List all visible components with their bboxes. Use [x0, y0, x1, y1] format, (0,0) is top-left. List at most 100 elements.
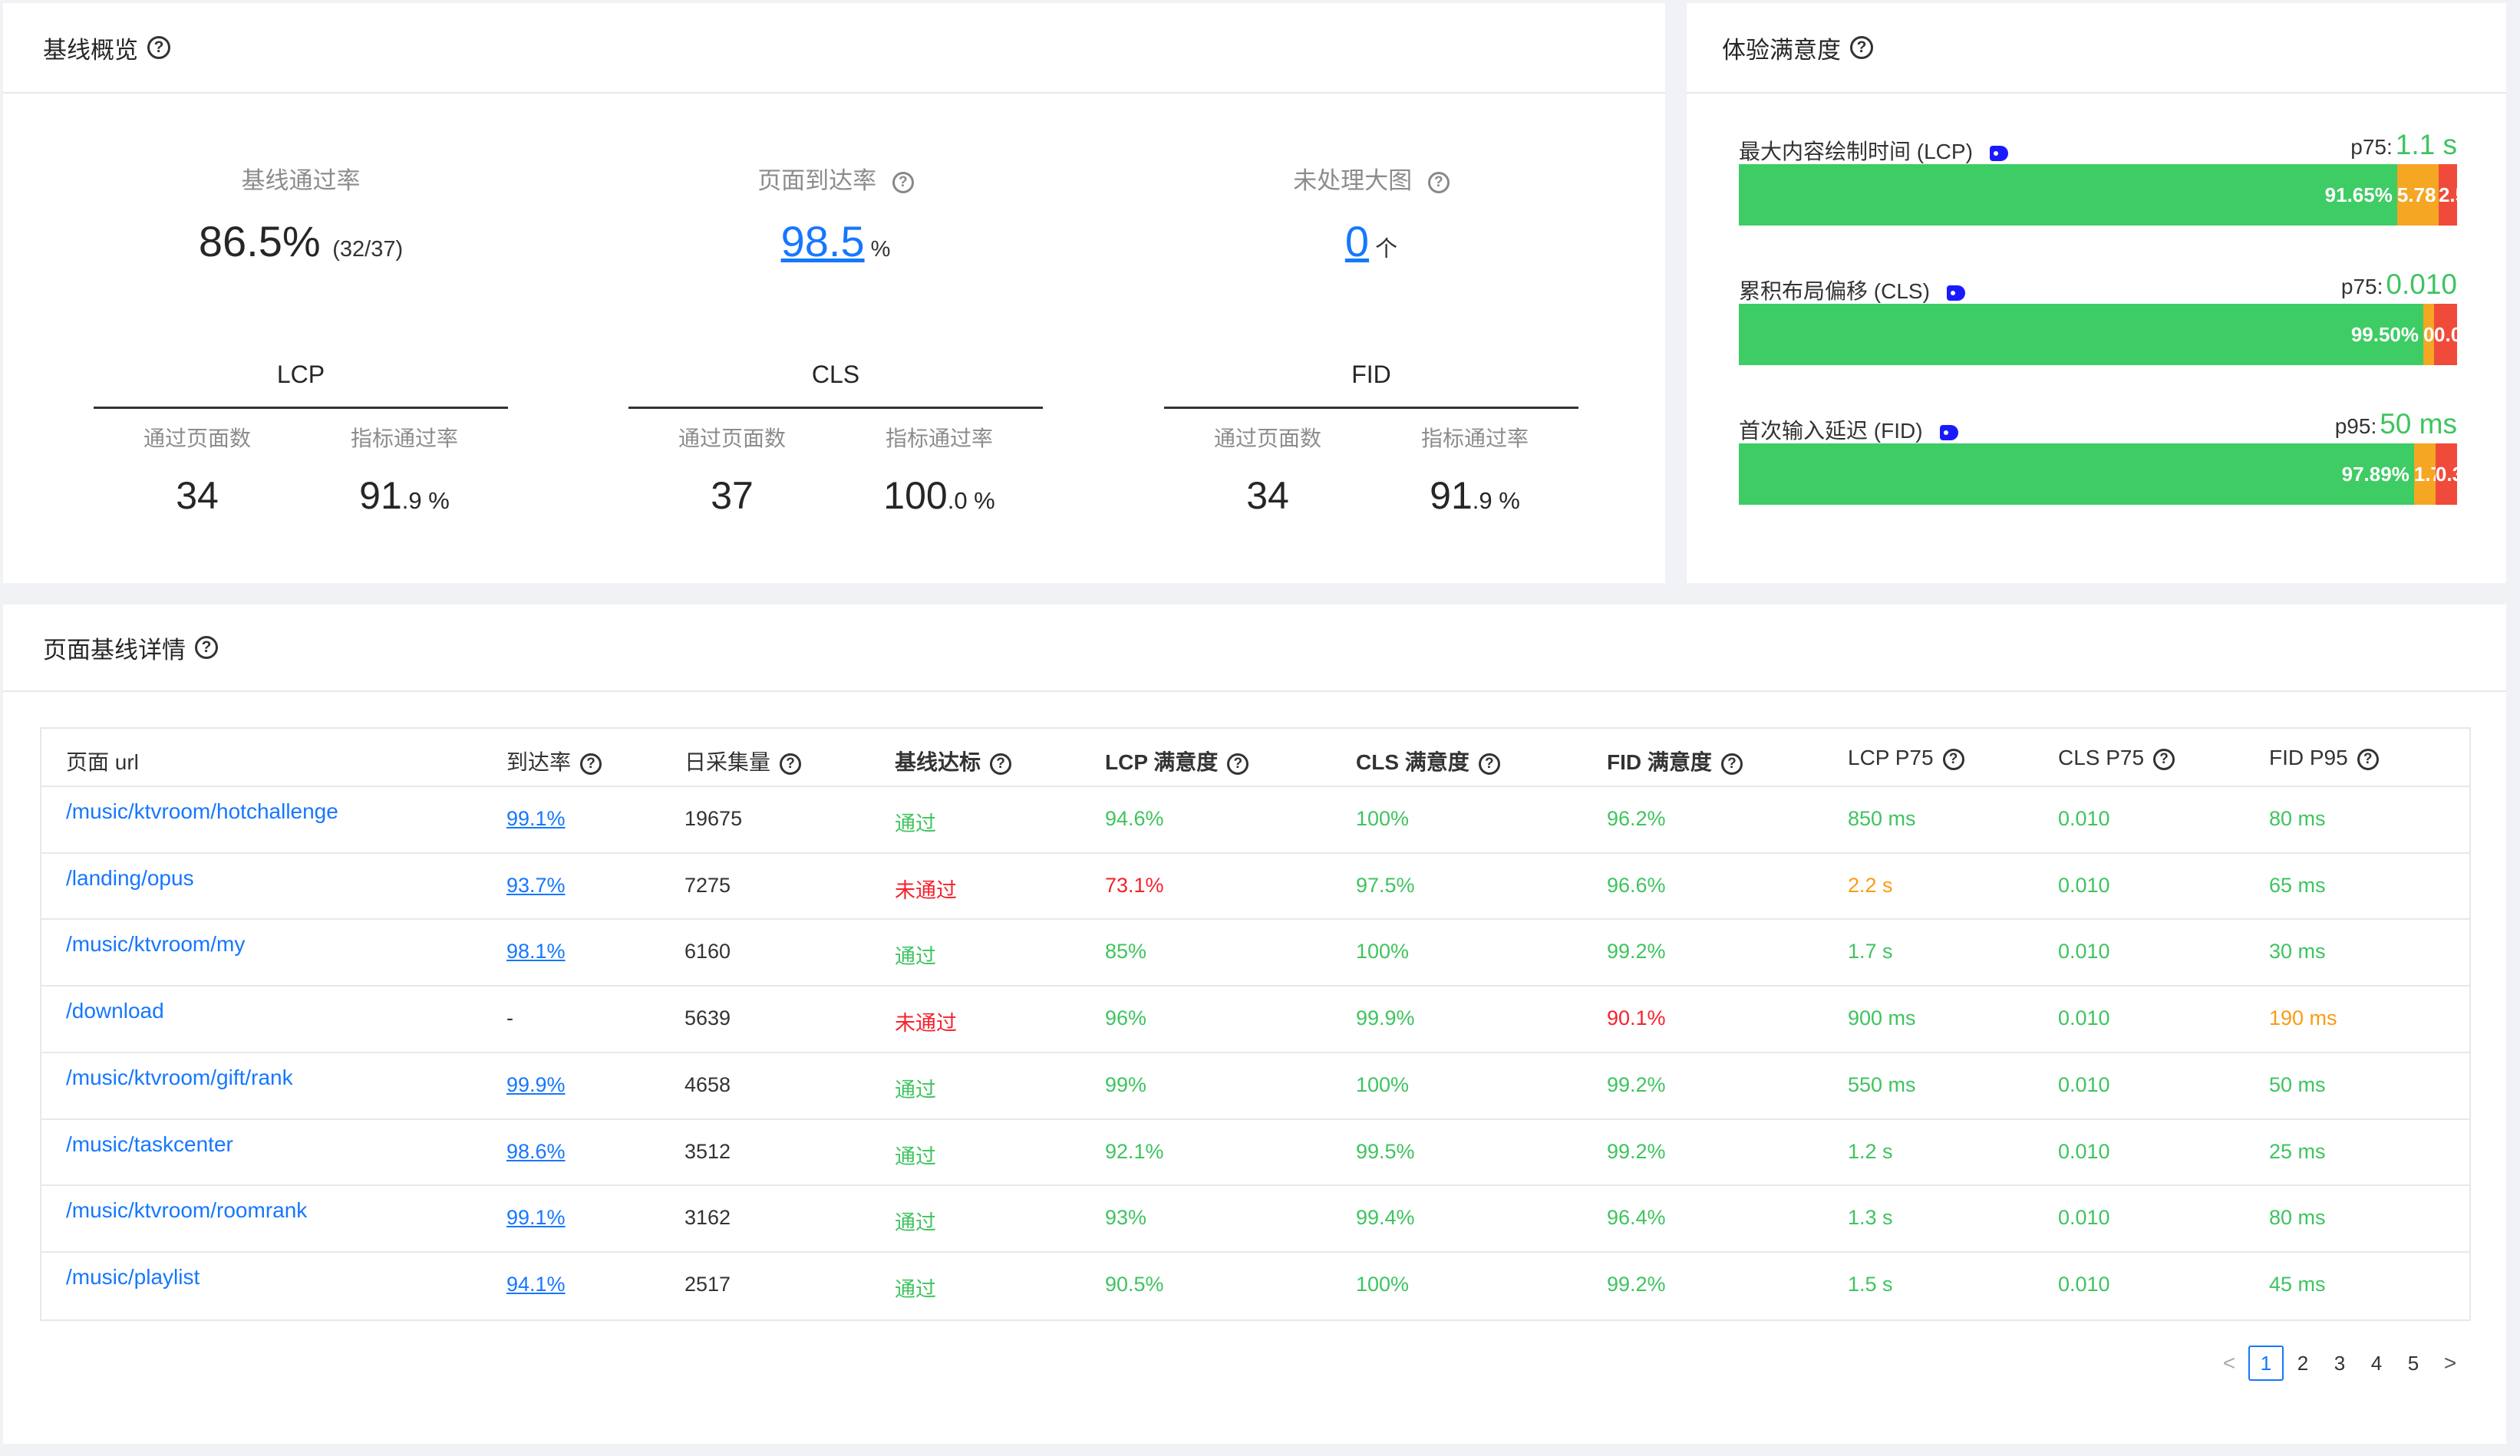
help-icon[interactable]: ? [892, 171, 914, 193]
help-icon[interactable]: ? [990, 753, 1012, 775]
page-3-button[interactable]: 3 [2334, 1351, 2346, 1375]
satisfaction-label-text: 累积布局偏移 (CLS) [1739, 279, 1930, 303]
header-cls-sat[interactable]: CLS 满意度? [1356, 746, 1500, 776]
rate-value: 100.0 % [836, 473, 1043, 518]
lcp-satisfaction: 93% [1105, 1206, 1147, 1230]
fid-satisfaction: 90.1% [1607, 1006, 1666, 1030]
reach-rate-link[interactable]: 98.5 [780, 217, 865, 265]
tag-icon[interactable] [1989, 145, 2008, 161]
percentile-label: p95: [2334, 414, 2377, 438]
page-2-button[interactable]: 2 [2297, 1351, 2309, 1375]
volume-cell: 7275 [684, 873, 731, 897]
tag-icon[interactable] [1946, 285, 1965, 301]
rate-label: 指标通过率 [885, 427, 993, 450]
tag-icon[interactable] [1939, 424, 1958, 440]
cls-satisfaction: 100% [1356, 940, 1410, 964]
reach-rate-value-wrap: 98.5% [628, 216, 1043, 266]
fid-p95: 190 ms [2269, 1006, 2337, 1030]
header-lcp-sat[interactable]: LCP 满意度? [1105, 746, 1249, 776]
lcp-satisfaction: 90.5% [1105, 1272, 1164, 1296]
satisfaction-bar: 97.89% 1.7 0.3 [1739, 443, 2457, 505]
fid-satisfaction: 99.2% [1607, 1072, 1666, 1096]
reach-rate-link[interactable]: 99.1% [506, 807, 566, 830]
volume-cell: 19675 [684, 807, 743, 830]
rate-dec: .9 % [401, 487, 450, 514]
reach-rate-link[interactable]: 98.6% [506, 1139, 566, 1163]
header-cls-p75[interactable]: CLS P75? [2058, 746, 2175, 770]
unprocessed-link[interactable]: 0 [1344, 217, 1370, 265]
header-reach[interactable]: 到达率? [506, 746, 602, 776]
fid-satisfaction: 96.2% [1607, 807, 1666, 830]
page-5-button[interactable]: 5 [2407, 1351, 2419, 1375]
help-icon[interactable]: ? [1478, 753, 1500, 775]
help-icon[interactable]: ? [580, 753, 602, 775]
lcp-p75: 2.2 s [1848, 873, 1893, 897]
table-row: /landing/opus 93.7% 7275 未通过 73.1% 97.5% 96.6%… [41, 852, 2469, 919]
help-icon[interactable]: ? [780, 753, 802, 775]
page-1-button[interactable]: 1 [2248, 1346, 2284, 1381]
page-url-link[interactable]: /landing/opus [66, 865, 194, 890]
page-url-link[interactable]: /music/ktvroom/my [66, 932, 246, 957]
rate-int: 100 [883, 474, 948, 517]
unprocessed-unit: 个 [1375, 237, 1398, 262]
pass-status: 通过 [895, 1277, 936, 1301]
header-cls-p75-label: CLS P75 [2058, 746, 2145, 769]
mid-segment: 0.4 [2423, 304, 2435, 365]
reach-rate-link[interactable]: 94.1% [506, 1272, 566, 1296]
lcp-p75: 900 ms [1848, 1006, 1916, 1030]
good-segment: 97.89% [1739, 443, 2414, 505]
page-url-link[interactable]: /music/taskcenter [66, 1132, 233, 1156]
reach-rate-link: - [506, 1006, 513, 1030]
satisfaction-label: 首次输入延迟 (FID) [1739, 414, 1958, 445]
page-url-link[interactable]: /music/ktvroom/roomrank [66, 1198, 308, 1223]
rate-value: 91.9 % [301, 473, 508, 518]
good-segment: 99.50% [1739, 304, 2423, 365]
pages-value: 37 [711, 474, 754, 517]
divider [628, 407, 1043, 409]
cls-satisfaction: 99.5% [1356, 1139, 1415, 1163]
help-icon[interactable]: ? [195, 636, 218, 659]
prev-page-button[interactable]: < [2222, 1351, 2236, 1375]
header-volume[interactable]: 日采集量? [684, 746, 802, 776]
bad-segment: 0.0 [2434, 304, 2457, 365]
help-icon[interactable]: ? [147, 36, 170, 59]
cls-satisfaction: 97.5% [1356, 873, 1415, 897]
header-fid-p95[interactable]: FID P95? [2269, 746, 2379, 770]
reach-rate-link[interactable]: 98.1% [506, 940, 566, 964]
percentile-label: p75: [2350, 135, 2393, 159]
help-icon[interactable]: ? [1720, 753, 1743, 775]
help-icon[interactable]: ? [1850, 36, 1873, 59]
table-row: /music/ktvroom/gift/rank 99.9% 4658 通过 99% 10… [41, 1051, 2469, 1118]
next-page-button[interactable]: > [2443, 1351, 2457, 1375]
page-4-button[interactable]: 4 [2370, 1351, 2383, 1375]
header-fid-sat[interactable]: FID 满意度? [1607, 746, 1743, 776]
percentile-value: 50 ms [2380, 408, 2457, 440]
divider [94, 407, 508, 409]
header-lcp-p75[interactable]: LCP P75? [1848, 746, 1964, 770]
page-url-link[interactable]: /music/ktvroom/hotchallenge [66, 799, 338, 823]
page-url-link[interactable]: /download [66, 999, 164, 1023]
rate-int: 91 [1430, 474, 1473, 517]
header-url: 页面 url [66, 750, 139, 774]
rate-value: 91.9 % [1371, 473, 1578, 518]
fid-p95: 45 ms [2269, 1272, 2326, 1296]
pass-rate-detail: (32/37) [332, 237, 404, 262]
page-url-link[interactable]: /music/playlist [66, 1264, 200, 1289]
header-fid-p95-label: FID P95 [2269, 746, 2348, 769]
help-icon[interactable]: ? [1227, 753, 1249, 775]
percentile-label: p75: [2340, 275, 2383, 298]
reach-rate-label-wrap: 页面到达率 ? [628, 161, 1043, 196]
reach-rate-link[interactable]: 99.1% [506, 1206, 566, 1230]
help-icon[interactable]: ? [1942, 748, 1964, 770]
page-url-link[interactable]: /music/ktvroom/gift/rank [66, 1065, 293, 1089]
metric-title: FID [1351, 361, 1391, 388]
header-pass[interactable]: 基线达标? [895, 746, 1012, 776]
reach-rate-unit: % [870, 237, 891, 262]
help-icon[interactable]: ? [2357, 748, 2379, 770]
help-icon[interactable]: ? [1427, 171, 1450, 193]
reach-rate-link[interactable]: 93.7% [506, 873, 566, 897]
satisfaction-bar: 99.50% 0.4 0.0 [1739, 304, 2457, 365]
satisfaction-header: 体验满意度 ? [1687, 3, 2506, 94]
reach-rate-link[interactable]: 99.9% [506, 1072, 566, 1096]
help-icon[interactable]: ? [2153, 748, 2175, 770]
